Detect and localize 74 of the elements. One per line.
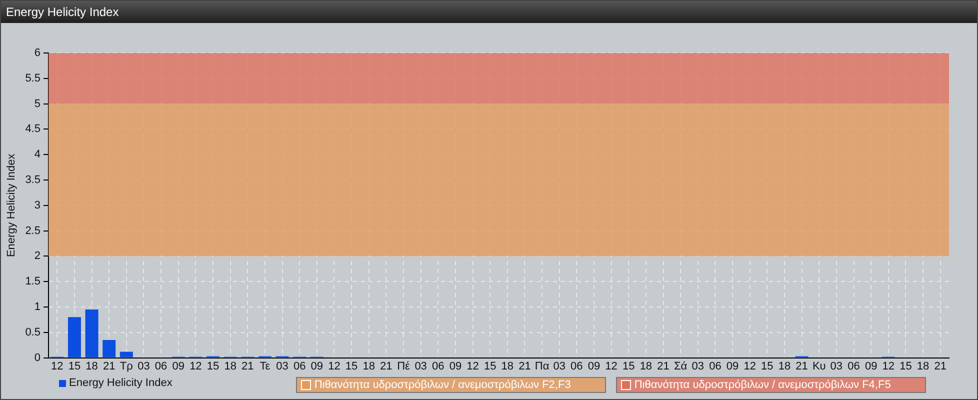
x-tick-label: 12	[466, 360, 479, 372]
x-tick-label: 12	[744, 360, 756, 372]
x-tick-label: Σά	[674, 360, 688, 372]
x-tick-label: 18	[916, 360, 930, 372]
x-tick-label: Τρ	[120, 360, 133, 372]
y-tick-label: 2	[34, 250, 40, 262]
x-tick-label: 21	[518, 360, 531, 372]
x-tick-label: 06	[709, 360, 722, 372]
x-tick-label: 12	[51, 360, 64, 372]
x-tick-label: 15	[761, 360, 774, 372]
x-tick-label: 15	[345, 360, 358, 372]
x-tick-label: 18	[501, 360, 514, 372]
x-tick-label: 03	[276, 360, 288, 372]
x-tick-label: 18	[362, 360, 375, 372]
y-tick-label: 3	[34, 199, 40, 212]
x-tick-label: 18	[224, 360, 236, 372]
x-tick-label: 06	[848, 360, 860, 372]
y-tick-label: 1	[34, 301, 40, 314]
x-tick-label: 12	[328, 360, 340, 372]
x-tick-label: 06	[293, 360, 306, 372]
bar	[85, 310, 98, 358]
x-tick-label: 03	[692, 360, 704, 372]
x-tick-label: 21	[102, 360, 116, 372]
x-tick-label: 09	[588, 360, 600, 372]
y-tick-label: 0.5	[25, 326, 40, 338]
x-tick-label: 03	[830, 360, 843, 372]
y-tick-label: 2.5	[25, 224, 40, 237]
x-tick-label: 21	[380, 360, 392, 372]
x-tick-label: Τε	[260, 360, 270, 372]
x-tick-label: 06	[154, 360, 168, 372]
y-tick-label: 6	[34, 47, 40, 60]
x-tick-label: 03	[138, 360, 150, 372]
x-tick-label: Κυ	[812, 360, 826, 372]
x-tick-label: 06	[570, 360, 583, 372]
x-tick-label: 09	[449, 360, 462, 372]
y-tick-label: 4	[34, 148, 40, 161]
x-tick-label: 12	[605, 360, 618, 372]
legend-label: Πιθανότητα υδροστρόβιλων / ανεμοστρόβιλων F2,F3	[314, 379, 571, 391]
x-tick-label: 06	[432, 360, 444, 372]
x-tick-label: 03	[553, 360, 566, 372]
chart-title: Energy Helicity Index	[1, 1, 977, 23]
x-tick-label: 09	[726, 360, 739, 372]
x-tick-label: 03	[414, 360, 427, 372]
x-tick-label: 12	[882, 360, 895, 372]
legend-label: Πιθανότητα υδροστρόβιλων / ανεμοστρόβιλων F4,F5	[634, 379, 891, 391]
x-tick-label: 15	[484, 360, 496, 372]
x-tick-label: 21	[657, 360, 670, 372]
x-tick-label: 15	[622, 360, 635, 372]
x-tick-label: 15	[900, 360, 912, 372]
x-tick-label: 09	[172, 360, 184, 372]
legend-label: Energy Helicity Index	[69, 377, 172, 389]
y-axis-title: Energy Helicity Index	[6, 153, 18, 258]
y-tick-label: 0	[34, 352, 40, 364]
x-tick-label: 21	[934, 360, 946, 372]
bar	[102, 340, 116, 358]
y-tick-label: 3.5	[25, 174, 40, 186]
y-tick-label: 1.5	[25, 276, 40, 288]
x-tick-label: Πα	[534, 360, 550, 372]
x-tick-label: 18	[86, 360, 98, 372]
x-tick-label: 12	[190, 360, 202, 372]
y-tick-label: 5.5	[25, 72, 40, 84]
x-tick-label: Πέ	[397, 360, 410, 372]
x-tick-label: 15	[206, 360, 220, 372]
y-tick-label: 5	[34, 98, 40, 110]
x-tick-label: 21	[242, 360, 254, 372]
x-tick-label: 18	[640, 360, 652, 372]
bar	[120, 352, 133, 358]
x-tick-label: 21	[796, 360, 808, 372]
x-tick-label: 15	[68, 360, 81, 372]
x-tick-label: 09	[864, 360, 878, 372]
x-tick-label: 09	[310, 360, 324, 372]
bar	[68, 317, 81, 358]
x-tick-label: 18	[778, 360, 791, 372]
y-tick-label: 4.5	[25, 123, 40, 136]
